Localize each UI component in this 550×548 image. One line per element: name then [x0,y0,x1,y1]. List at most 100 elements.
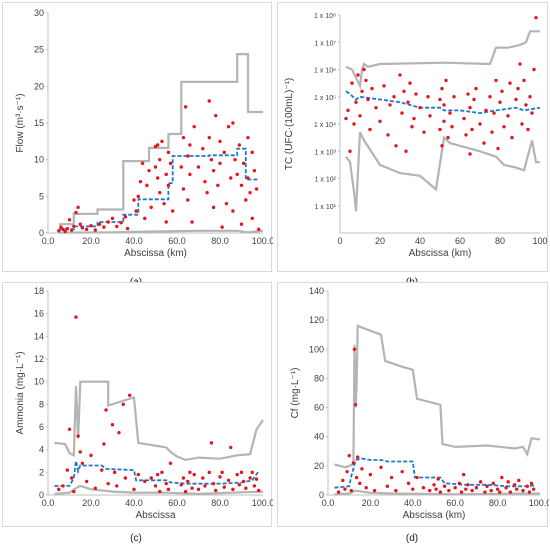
data-point [158,157,162,162]
data-point [106,220,110,224]
data-point [252,484,257,488]
data-point [61,227,65,232]
data-point [250,216,254,221]
data-point [462,116,466,121]
data-point [207,135,211,140]
data-point [85,227,89,232]
data-point [207,99,211,103]
data-point [382,84,386,88]
data-point [235,472,239,477]
data-point [529,481,534,486]
data-point [386,133,390,137]
data-point [237,483,242,487]
data-point [132,198,136,202]
data-point [336,490,341,494]
data-point [411,487,415,491]
data-point [153,165,158,169]
data-point [345,469,349,474]
envelope-min-line [58,229,264,234]
data-point [123,476,128,480]
data-point [341,478,345,483]
y-tick-label: 1 x 10⁸ [314,13,336,20]
data-point [160,139,164,144]
data-point [446,135,450,140]
envelope-min-line [334,489,541,496]
data-point [398,73,402,77]
data-point [366,97,370,102]
data-point [155,472,160,477]
data-point [80,226,85,230]
data-point [532,67,536,72]
data-point [218,161,222,166]
data-point [388,103,392,107]
data-point [500,475,504,480]
envelope-max-line [54,380,264,462]
data-point [123,215,128,219]
y-tick-label: 60 [314,403,324,413]
data-point [492,111,496,115]
data-point [181,476,186,480]
data-point [166,487,171,492]
data-point [478,480,483,484]
data-point [464,133,468,137]
data-point [233,157,237,162]
data-point [166,183,171,188]
y-tick-label: 1 x 10¹ [315,204,337,211]
y-axis-label: Flow (m³·s⁻¹) [15,93,26,152]
data-point [358,481,362,486]
x-tick-label: 100.0 [252,236,273,246]
data-point [354,475,359,480]
y-tick-label: 25 [34,45,44,55]
data-point [440,144,444,148]
y-tick-label: 12 [34,354,44,364]
data-point [379,465,383,470]
data-point [495,487,500,491]
data-point [155,176,160,180]
y-tick-label: 20 [34,81,44,91]
data-point [438,127,442,132]
data-point [220,225,224,229]
chart-panel-a: 0 5 10 15 20 25 30 0.0 20.0 40.0 60.0 80.0 100.0 Absc… [2,2,273,272]
data-point [364,486,368,490]
data-point [203,179,207,184]
data-point [192,472,196,477]
data-point [466,92,470,96]
data-point [179,483,183,487]
data-point [351,461,356,465]
data-point [374,105,378,110]
data-point [226,124,231,129]
data-point [450,125,454,129]
data-point [349,488,354,493]
x-tick-label: 80 [495,236,505,246]
y-axis-label: Cf (mg·L⁻¹) [290,368,301,419]
data-point [192,124,196,129]
data-point [348,149,352,153]
data-point [97,222,102,226]
data-point [201,476,205,480]
data-point [181,135,186,140]
chart-a: 0 5 10 15 20 25 30 0.0 20.0 40.0 60.0 80.0 100.0 Absc… [15,8,273,259]
data-point [231,209,235,213]
caption-d: (d) [405,533,419,544]
data-point [352,122,356,126]
data-point [436,477,440,481]
data-point [418,105,422,110]
data-point [378,119,382,123]
y-tick-label: 1 x 10⁷ [314,40,336,47]
data-point [343,487,347,491]
data-point [110,216,115,221]
data-point [402,89,406,94]
data-point [166,150,171,155]
envelope-min-line [54,484,264,496]
data-point [355,455,360,459]
x-tick-label: 100.0 [252,498,273,508]
data-point [147,168,151,173]
data-point [502,125,506,129]
data-point [534,16,538,20]
data-point [186,198,190,202]
y-tick-label: 1 x 10³ [315,149,337,156]
data-point [244,486,248,490]
data-point [438,490,443,494]
data-point [440,86,444,91]
data-point [168,161,173,166]
